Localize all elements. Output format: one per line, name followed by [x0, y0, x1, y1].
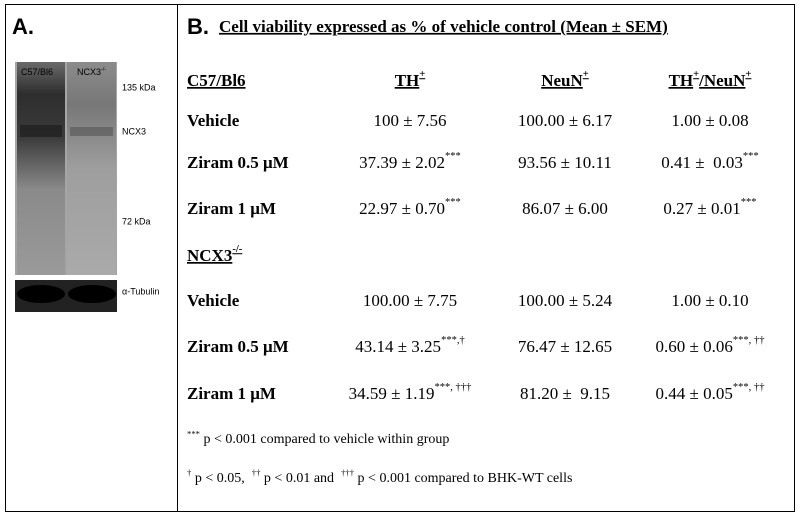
blot	[15, 62, 117, 312]
table-cell: 22.97 ± 0.70***	[359, 198, 461, 218]
text-run: Ziram 1 μM	[187, 384, 276, 403]
marker-label: NCX3	[122, 126, 146, 136]
superscript: +	[745, 70, 751, 81]
text-run: p < 0.001 compared to BHK-WT cells	[354, 471, 572, 486]
text-run: C57/Bl6	[21, 67, 53, 77]
text-run: NCX3	[187, 246, 232, 265]
row-label: Ziram 0.5 μM	[187, 337, 289, 356]
superscript: ***	[445, 198, 461, 209]
text-run: Ziram 0.5 μM	[187, 337, 289, 356]
text-run: 100 ± 7.56	[373, 111, 446, 130]
table-cell: 100.00 ± 5.24	[518, 291, 613, 310]
text-run: p < 0.001 compared to vehicle within gro…	[200, 432, 449, 447]
superscript: †	[187, 467, 192, 477]
text-run: Ziram 1 μM	[187, 199, 276, 218]
table-cell: 0.44 ± 0.05***, ††	[656, 383, 765, 403]
table-cell: 100.00 ± 7.75	[363, 291, 457, 310]
column-header: C57/Bl6	[187, 71, 246, 90]
text-run: 1.00 ± 0.08	[671, 111, 748, 130]
footnote: † p < 0.05, †† p < 0.01 and ††† p < 0.00…	[187, 467, 572, 486]
text-run: C57/Bl6	[187, 71, 246, 90]
superscript: ***, ††	[733, 336, 765, 347]
table-cell: 0.41 ± 0.03***	[661, 152, 758, 172]
table-cell: 34.59 ± 1.19***, †††	[349, 383, 472, 403]
text-run: Vehicle	[187, 291, 240, 310]
text-run: 81.20 ± 9.15	[520, 384, 610, 403]
text-run: 100.00 ± 7.75	[363, 291, 457, 310]
column-header: TH+/NeuN+	[669, 70, 752, 90]
column-header: NeuN+	[541, 70, 589, 90]
panel-label: A.	[12, 14, 34, 39]
text-run: 0.44 ± 0.05	[656, 384, 733, 403]
superscript: ***	[743, 152, 759, 163]
text-run: Ziram 0.5 μM	[187, 153, 289, 172]
row-label: Ziram 1 μM	[187, 384, 276, 403]
table-cell: 86.07 ± 6.00	[522, 199, 608, 218]
superscript: †††	[341, 467, 355, 477]
text-run: Vehicle	[187, 111, 240, 130]
table-cell: 100.00 ± 6.17	[518, 111, 613, 130]
superscript: ***, †††	[434, 383, 471, 394]
superscript: ***	[741, 198, 757, 209]
superscript: -/-	[232, 245, 242, 256]
text-run: 37.39 ± 2.02	[359, 153, 445, 172]
table-cell: 0.60 ± 0.06***, ††	[656, 336, 765, 356]
table-cell: 76.47 ± 12.65	[518, 337, 612, 356]
marker-label: 72 kDa	[122, 216, 151, 226]
text-run: 22.97 ± 0.70	[359, 199, 445, 218]
text-run: p < 0.05,	[191, 471, 251, 486]
text-run: 100.00 ± 5.24	[518, 291, 613, 310]
text-run: 0.27 ± 0.01	[663, 199, 740, 218]
superscript: ***	[187, 428, 200, 438]
text-run: NCX3	[77, 67, 101, 77]
table-cell: 37.39 ± 2.02***	[359, 152, 461, 172]
text-run: /NeuN	[698, 71, 746, 90]
superscript: +	[419, 70, 425, 81]
table-cell: 93.56 ± 10.11	[518, 153, 612, 172]
table-cell: 0.27 ± 0.01***	[663, 198, 756, 218]
text-run: 43.14 ± 3.25	[355, 337, 441, 356]
table-cell: 81.20 ± 9.15	[520, 384, 610, 403]
table-cell: 100 ± 7.56	[373, 111, 446, 130]
table-title: Cell viability expressed as % of vehicle…	[219, 17, 668, 36]
superscript: ***,†	[441, 336, 465, 347]
superscript: ††	[252, 467, 261, 477]
text-run: 86.07 ± 6.00	[522, 199, 608, 218]
text-run: 100.00 ± 6.17	[518, 111, 613, 130]
column-header: TH+	[395, 70, 426, 90]
superscript: ***, ††	[733, 383, 765, 394]
text-run: 1.00 ± 0.10	[671, 291, 748, 310]
footnote: *** p < 0.001 compared to vehicle within…	[187, 428, 449, 447]
superscript: -/-	[101, 67, 106, 73]
row-label: Vehicle	[187, 111, 240, 130]
lane-label: C57/Bl6	[21, 67, 53, 77]
lane-label: NCX3-/-	[77, 67, 106, 78]
text-run: NeuN	[541, 71, 583, 90]
row-label: Vehicle	[187, 291, 240, 310]
text-run: 76.47 ± 12.65	[518, 337, 612, 356]
text-run: 93.56 ± 10.11	[518, 153, 612, 172]
table-cell: 1.00 ± 0.10	[671, 291, 748, 310]
text-run: 0.60 ± 0.06	[656, 337, 733, 356]
superscript: +	[583, 70, 589, 81]
text-run: 0.41 ± 0.03	[661, 153, 743, 172]
column-header: NCX3-/-	[187, 245, 243, 265]
table-cell: 43.14 ± 3.25***,†	[355, 336, 465, 356]
marker-label: 135 kDa	[122, 82, 156, 92]
text-run: p < 0.01 and	[260, 471, 341, 486]
text-run: TH	[395, 71, 420, 90]
table-cell: 1.00 ± 0.08	[671, 111, 748, 130]
row-label: Ziram 0.5 μM	[187, 153, 289, 172]
frame	[5, 4, 795, 512]
panel-label: B.	[187, 14, 209, 39]
superscript: +	[693, 70, 699, 81]
text-run: 34.59 ± 1.19	[349, 384, 435, 403]
marker-label: α-Tubulin	[122, 286, 159, 296]
text-run: TH	[669, 71, 694, 90]
superscript: ***	[445, 152, 461, 163]
row-label: Ziram 1 μM	[187, 199, 276, 218]
